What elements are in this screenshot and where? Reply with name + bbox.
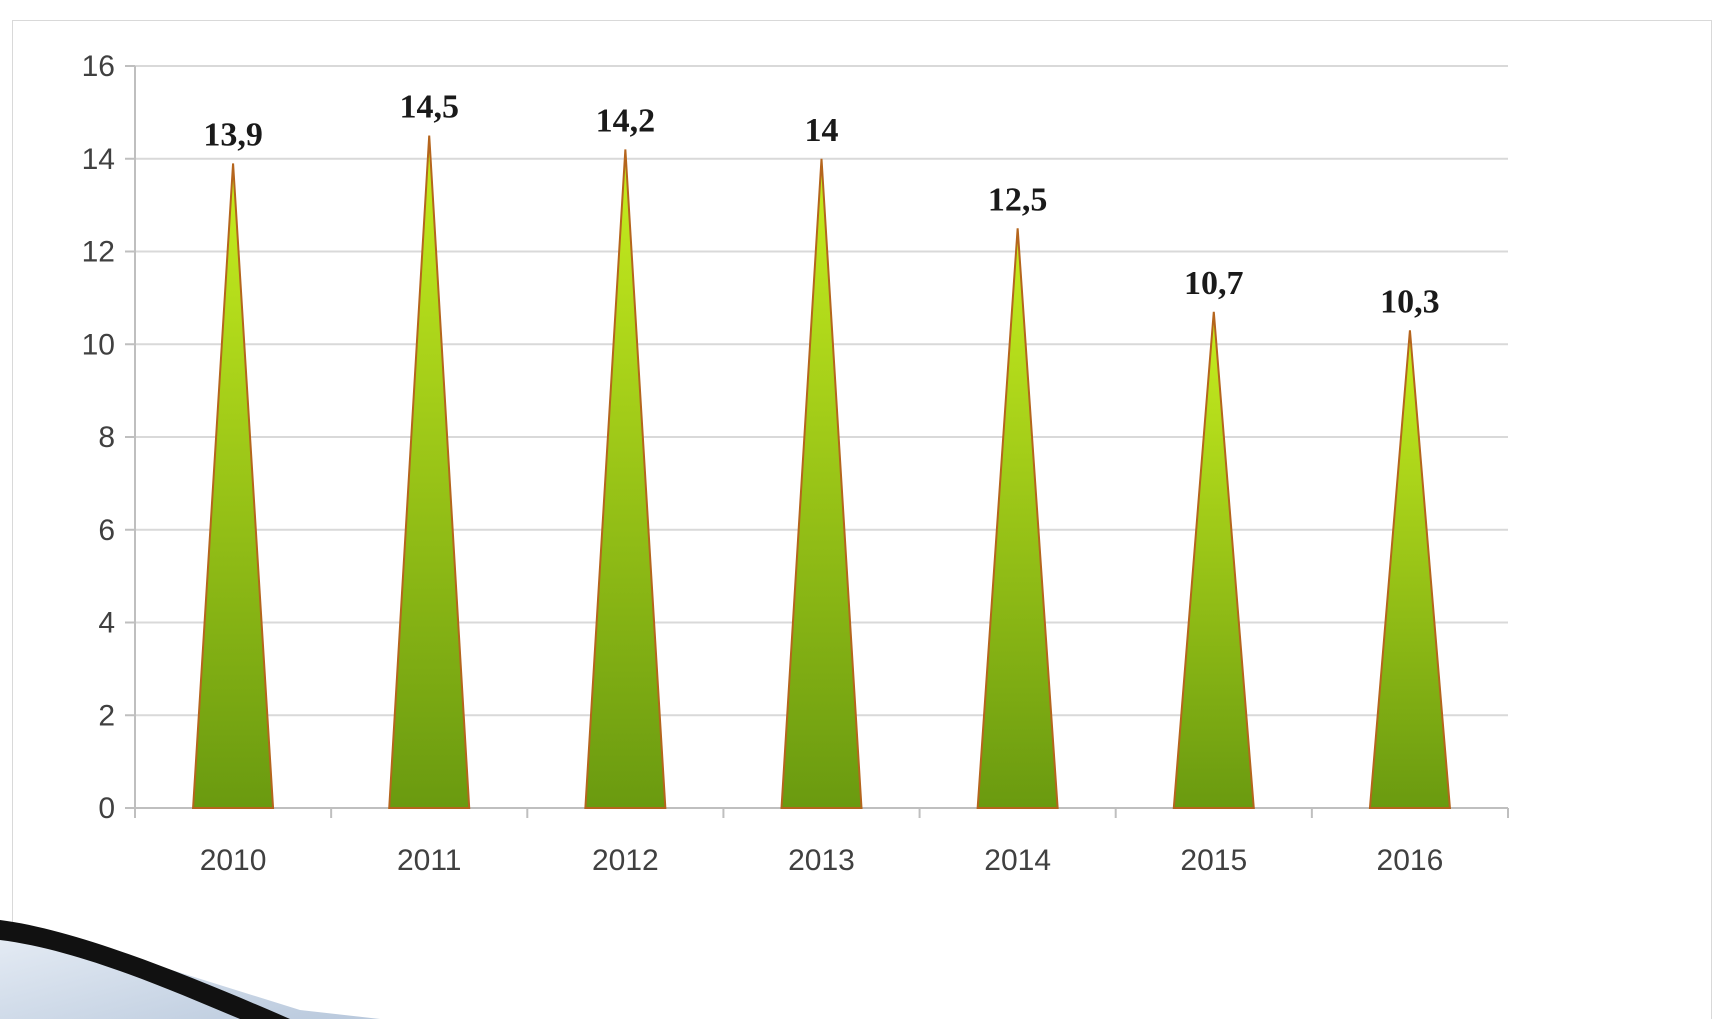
y-tick-label: 8: [98, 421, 115, 454]
y-tick-label: 6: [98, 514, 115, 547]
cone-bar-2010: [192, 163, 275, 809]
data-label-2012: 14,2: [596, 102, 656, 139]
data-label-2016: 10,3: [1380, 283, 1440, 320]
cones: [192, 135, 1452, 809]
data-label-2014: 12,5: [988, 181, 1048, 218]
y-tick-label: 16: [82, 50, 115, 83]
cone-bar-2011: [388, 135, 471, 809]
x-tick-label: 2011: [397, 844, 462, 877]
cone-bar-2013: [780, 158, 863, 809]
y-tick-label: 12: [82, 236, 115, 269]
cone-bar-2015: [1172, 311, 1255, 809]
x-tick-label: 2014: [984, 844, 1051, 877]
chart-frame: [12, 20, 1712, 1019]
y-tick-label: 14: [82, 143, 115, 176]
swoosh-band: [0, 920, 290, 1019]
cone-bar-2014: [976, 228, 1059, 809]
x-tick-label: 2010: [200, 844, 267, 877]
x-tick-label: 2012: [592, 844, 659, 877]
x-tick-label: 2013: [788, 844, 855, 877]
labels: 0 2 4 6 8 10 12 14 16 2010 13,9 2011 14,5 2012 14,2 201…: [82, 50, 1444, 877]
y-tick-label: 4: [98, 607, 115, 640]
swoosh-shadow: [0, 920, 380, 1019]
cone-bar-2012: [584, 149, 667, 809]
x-tick-label: 2015: [1180, 844, 1247, 877]
y-tick-label: 2: [98, 699, 115, 732]
data-label-2011: 14,5: [399, 89, 459, 126]
y-tick-label: 10: [82, 328, 115, 361]
x-tick-label: 2016: [1377, 844, 1444, 877]
data-label-2015: 10,7: [1184, 265, 1244, 302]
decorative-swoosh: [0, 920, 380, 1019]
cone-bar-2016: [1368, 330, 1452, 809]
data-label-2010: 13,9: [203, 116, 263, 153]
y-tick-label: 0: [98, 792, 115, 825]
data-label-2013: 14: [805, 112, 839, 149]
